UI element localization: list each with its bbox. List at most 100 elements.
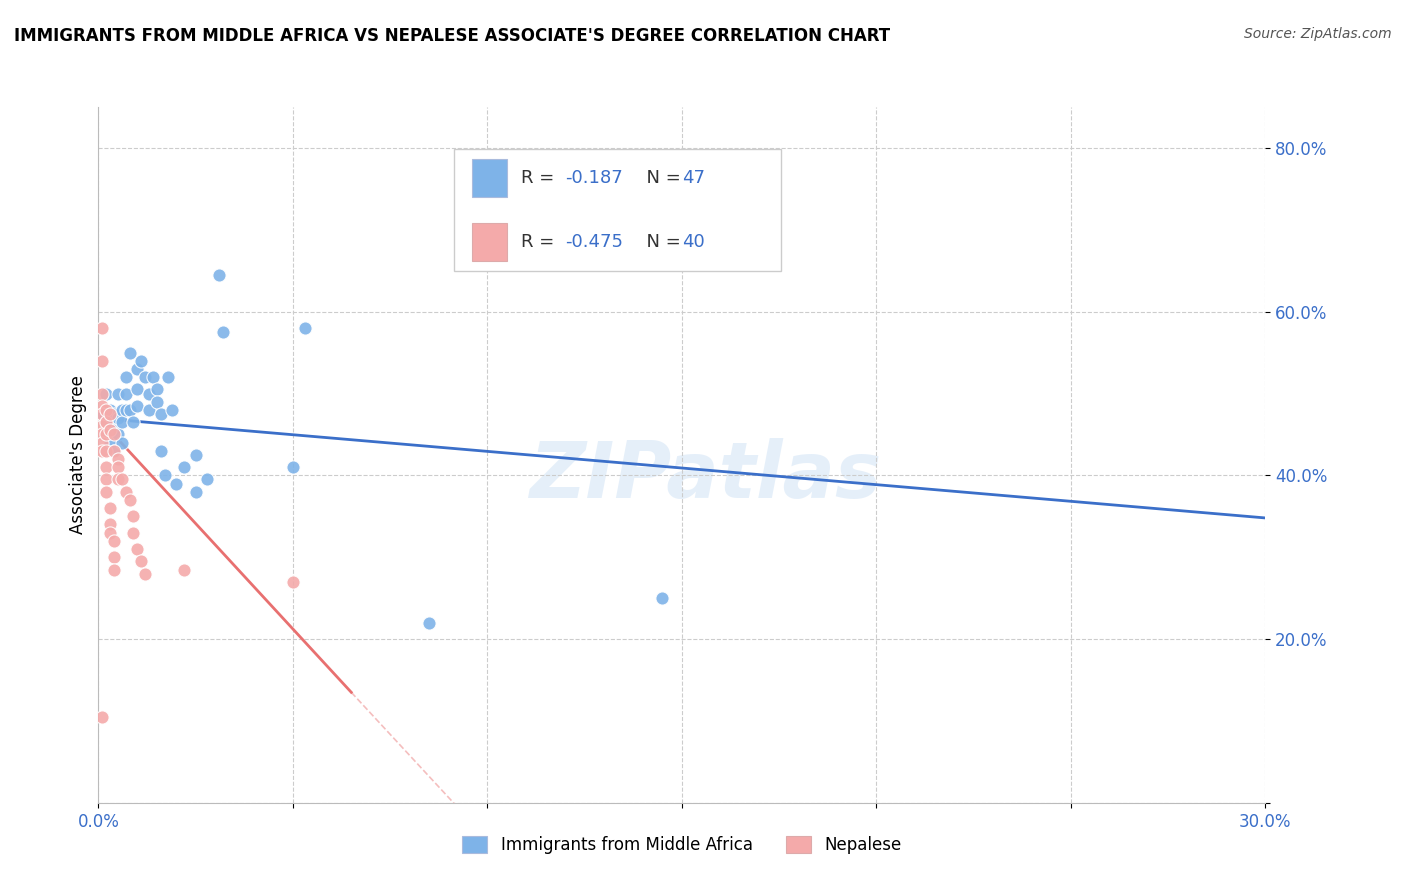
Point (122, 415, 145, 429)
Point (107, 452, 129, 467)
Point (149, 443, 172, 458)
Point (149, 407, 172, 421)
Text: R =: R = (520, 234, 560, 252)
Text: R =: R = (520, 169, 560, 187)
Point (91, 407, 114, 421)
Point (173, 562, 195, 576)
Point (114, 386, 136, 401)
Point (103, 407, 125, 421)
Text: N =: N = (636, 234, 686, 252)
Point (195, 473, 218, 487)
Point (96, 473, 118, 487)
Point (107, 473, 129, 487)
Point (107, 427, 129, 442)
Point (157, 370, 180, 384)
Text: -0.475: -0.475 (565, 234, 623, 252)
Point (418, 615, 440, 630)
Point (96, 403, 118, 417)
Point (122, 509, 145, 524)
Point (138, 403, 160, 417)
Point (107, 460, 129, 475)
Point (98, 501, 121, 516)
Point (98, 407, 121, 421)
Point (118, 345, 141, 359)
Point (91, 353, 114, 368)
Point (96, 386, 118, 401)
Point (98, 525, 121, 540)
Point (134, 370, 156, 384)
Point (103, 443, 125, 458)
Point (111, 435, 134, 450)
Bar (472, 159, 508, 197)
Point (96, 427, 118, 442)
Point (118, 403, 141, 417)
Point (153, 468, 176, 483)
Point (103, 550, 125, 565)
Point (103, 443, 125, 458)
Point (91, 321, 114, 335)
Point (208, 268, 231, 282)
Point (91, 419, 114, 434)
Point (114, 403, 136, 417)
Point (111, 403, 134, 417)
Point (111, 473, 134, 487)
Point (114, 484, 136, 499)
Y-axis label: Associate's Degree: Associate's Degree (69, 376, 87, 534)
Point (91, 443, 114, 458)
Legend: Immigrants from Middle Africa, Nepalese: Immigrants from Middle Africa, Nepalese (456, 829, 908, 861)
Point (91, 710, 114, 724)
Point (146, 383, 169, 397)
Point (98, 423, 121, 437)
Text: ZIPatlas: ZIPatlas (529, 438, 882, 514)
Point (98, 435, 121, 450)
Text: Source: ZipAtlas.com: Source: ZipAtlas.com (1244, 27, 1392, 41)
Text: -0.187: -0.187 (565, 169, 623, 187)
Point (103, 427, 125, 442)
Point (212, 325, 235, 339)
Point (107, 386, 129, 401)
Point (184, 448, 207, 462)
Point (111, 415, 134, 429)
Point (91, 407, 114, 421)
Point (294, 321, 316, 335)
Point (651, 591, 673, 606)
Point (127, 362, 149, 376)
Point (127, 542, 149, 557)
Point (142, 370, 165, 384)
Text: 40: 40 (682, 234, 704, 252)
Point (91, 435, 114, 450)
Text: 47: 47 (682, 169, 704, 187)
Point (91, 386, 114, 401)
Point (91, 399, 114, 413)
Point (165, 476, 187, 491)
Point (162, 403, 184, 417)
Point (129, 554, 152, 568)
Point (122, 525, 145, 540)
Point (146, 394, 169, 409)
Point (114, 370, 136, 384)
Point (107, 411, 129, 425)
Point (98, 517, 121, 532)
Point (127, 383, 149, 397)
Point (96, 484, 118, 499)
Point (91, 427, 114, 442)
Point (281, 574, 304, 589)
Text: N =: N = (636, 169, 686, 187)
Point (281, 460, 304, 475)
FancyBboxPatch shape (454, 149, 782, 270)
Point (103, 423, 125, 437)
Point (103, 533, 125, 548)
Bar (472, 223, 508, 261)
Point (96, 415, 118, 429)
Point (173, 460, 195, 475)
Point (134, 566, 156, 581)
Text: IMMIGRANTS FROM MIDDLE AFRICA VS NEPALESE ASSOCIATE'S DEGREE CORRELATION CHART: IMMIGRANTS FROM MIDDLE AFRICA VS NEPALES… (14, 27, 890, 45)
Point (98, 403, 121, 417)
Point (184, 484, 207, 499)
Point (96, 460, 118, 475)
Point (96, 443, 118, 458)
Point (127, 399, 149, 413)
Point (103, 562, 125, 576)
Point (138, 386, 160, 401)
Point (98, 419, 121, 434)
